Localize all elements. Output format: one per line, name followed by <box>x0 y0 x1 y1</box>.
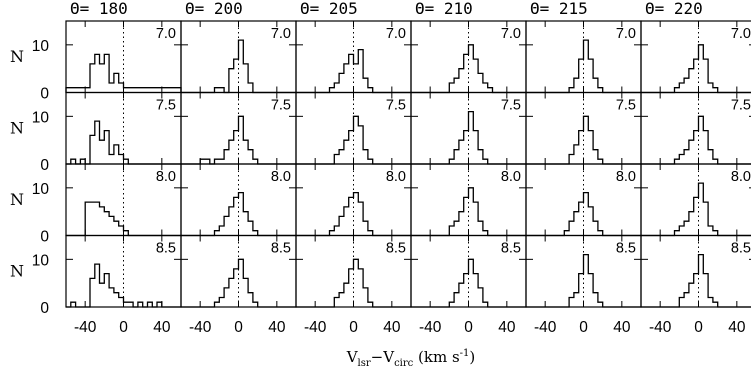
panel-label: 7.5 <box>731 98 751 114</box>
panel-label: 8.5 <box>156 241 176 257</box>
x-axis-label-part: ) <box>469 348 475 366</box>
x-tick-label: -40 <box>74 319 97 336</box>
panel-label: 8.0 <box>731 169 751 185</box>
panel-label: 7.5 <box>616 98 636 114</box>
histogram-series <box>66 120 181 165</box>
y-tick-label: 10 <box>32 38 50 55</box>
y-tick-label: 0 <box>40 300 49 317</box>
column-title: Θ= 200 <box>185 0 243 18</box>
panel-label: 8.0 <box>501 169 521 185</box>
x-tick-label: 40 <box>268 319 286 336</box>
panel-label: 7.0 <box>616 26 636 42</box>
x-tick-label: -40 <box>304 319 327 336</box>
panel-label: 8.0 <box>156 169 176 185</box>
y-axis-label: N <box>10 118 24 137</box>
histogram-series <box>641 115 751 165</box>
y-tick-label: 0 <box>40 229 49 246</box>
panel-label: 8.0 <box>386 169 406 185</box>
panel-label: 7.5 <box>156 98 176 114</box>
column-title: Θ= 180 <box>70 0 128 18</box>
y-tick-label: 10 <box>32 181 50 198</box>
x-tick-label: 0 <box>694 319 703 336</box>
x-tick-label: -40 <box>189 319 212 336</box>
histogram-series <box>181 258 296 308</box>
panel-label: 7.0 <box>271 26 291 42</box>
panel-label: 7.0 <box>156 26 176 42</box>
x-axis-label-part: V <box>346 348 359 366</box>
x-tick-label: 40 <box>383 319 401 336</box>
histogram-series <box>296 258 411 308</box>
x-axis-label: Vlsr−Vcirc (km s-1) <box>346 348 476 369</box>
x-tick-label: 40 <box>153 319 171 336</box>
x-axis-label-part: circ <box>394 358 414 369</box>
column-title: Θ= 210 <box>415 0 473 18</box>
histogram-series <box>411 110 526 165</box>
column-title: Θ= 220 <box>645 0 703 18</box>
y-tick-label: 0 <box>40 157 49 174</box>
y-tick-label: 10 <box>32 252 50 269</box>
column-title: Θ= 205 <box>300 0 358 18</box>
x-tick-label: -40 <box>649 319 672 336</box>
y-tick-label: 10 <box>32 109 50 126</box>
histogram-series <box>526 39 641 94</box>
y-axis-label: N <box>10 261 24 280</box>
y-tick-label: 0 <box>40 86 49 103</box>
histogram-series <box>181 39 296 94</box>
x-axis-label-part: (km s <box>413 348 459 366</box>
panel-label: 7.0 <box>501 26 521 42</box>
histogram-series <box>65 53 182 93</box>
x-tick-label: 0 <box>349 319 358 336</box>
histogram-series <box>411 258 526 308</box>
x-tick-label: 40 <box>613 319 631 336</box>
histogram-series <box>641 182 751 237</box>
x-tick-label: 0 <box>119 319 128 336</box>
panel-label: 8.5 <box>386 241 406 257</box>
panel-label: 8.0 <box>271 169 291 185</box>
panel-label: 8.5 <box>731 241 751 257</box>
x-tick-label: -40 <box>534 319 557 336</box>
x-tick-label: 0 <box>234 319 243 336</box>
panel-label: 7.5 <box>386 98 406 114</box>
x-tick-label: 0 <box>464 319 473 336</box>
panel-label: 7.5 <box>271 98 291 114</box>
panel-label: 8.5 <box>501 241 521 257</box>
histogram-series <box>641 44 751 94</box>
x-tick-label: 40 <box>498 319 516 336</box>
x-tick-label: 0 <box>579 319 588 336</box>
x-axis-label-part: −V <box>371 348 396 366</box>
panel-label: 7.5 <box>501 98 521 114</box>
x-axis-label-part: -1 <box>460 348 470 359</box>
y-axis-label: N <box>10 47 24 66</box>
x-tick-label: 40 <box>728 319 746 336</box>
column-title: Θ= 215 <box>530 0 588 18</box>
panel-label: 8.0 <box>616 169 636 185</box>
histogram-series <box>66 263 181 308</box>
histogram-series <box>526 253 641 308</box>
panel-label: 7.0 <box>386 26 406 42</box>
histogram-series <box>641 253 751 308</box>
panel-label: 8.5 <box>616 241 636 257</box>
panel-label: 8.5 <box>271 241 291 257</box>
panel-label: 7.0 <box>731 26 751 42</box>
x-axis-label-part: lsr <box>358 358 371 369</box>
y-axis-label: N <box>10 190 24 209</box>
x-tick-label: -40 <box>419 319 442 336</box>
